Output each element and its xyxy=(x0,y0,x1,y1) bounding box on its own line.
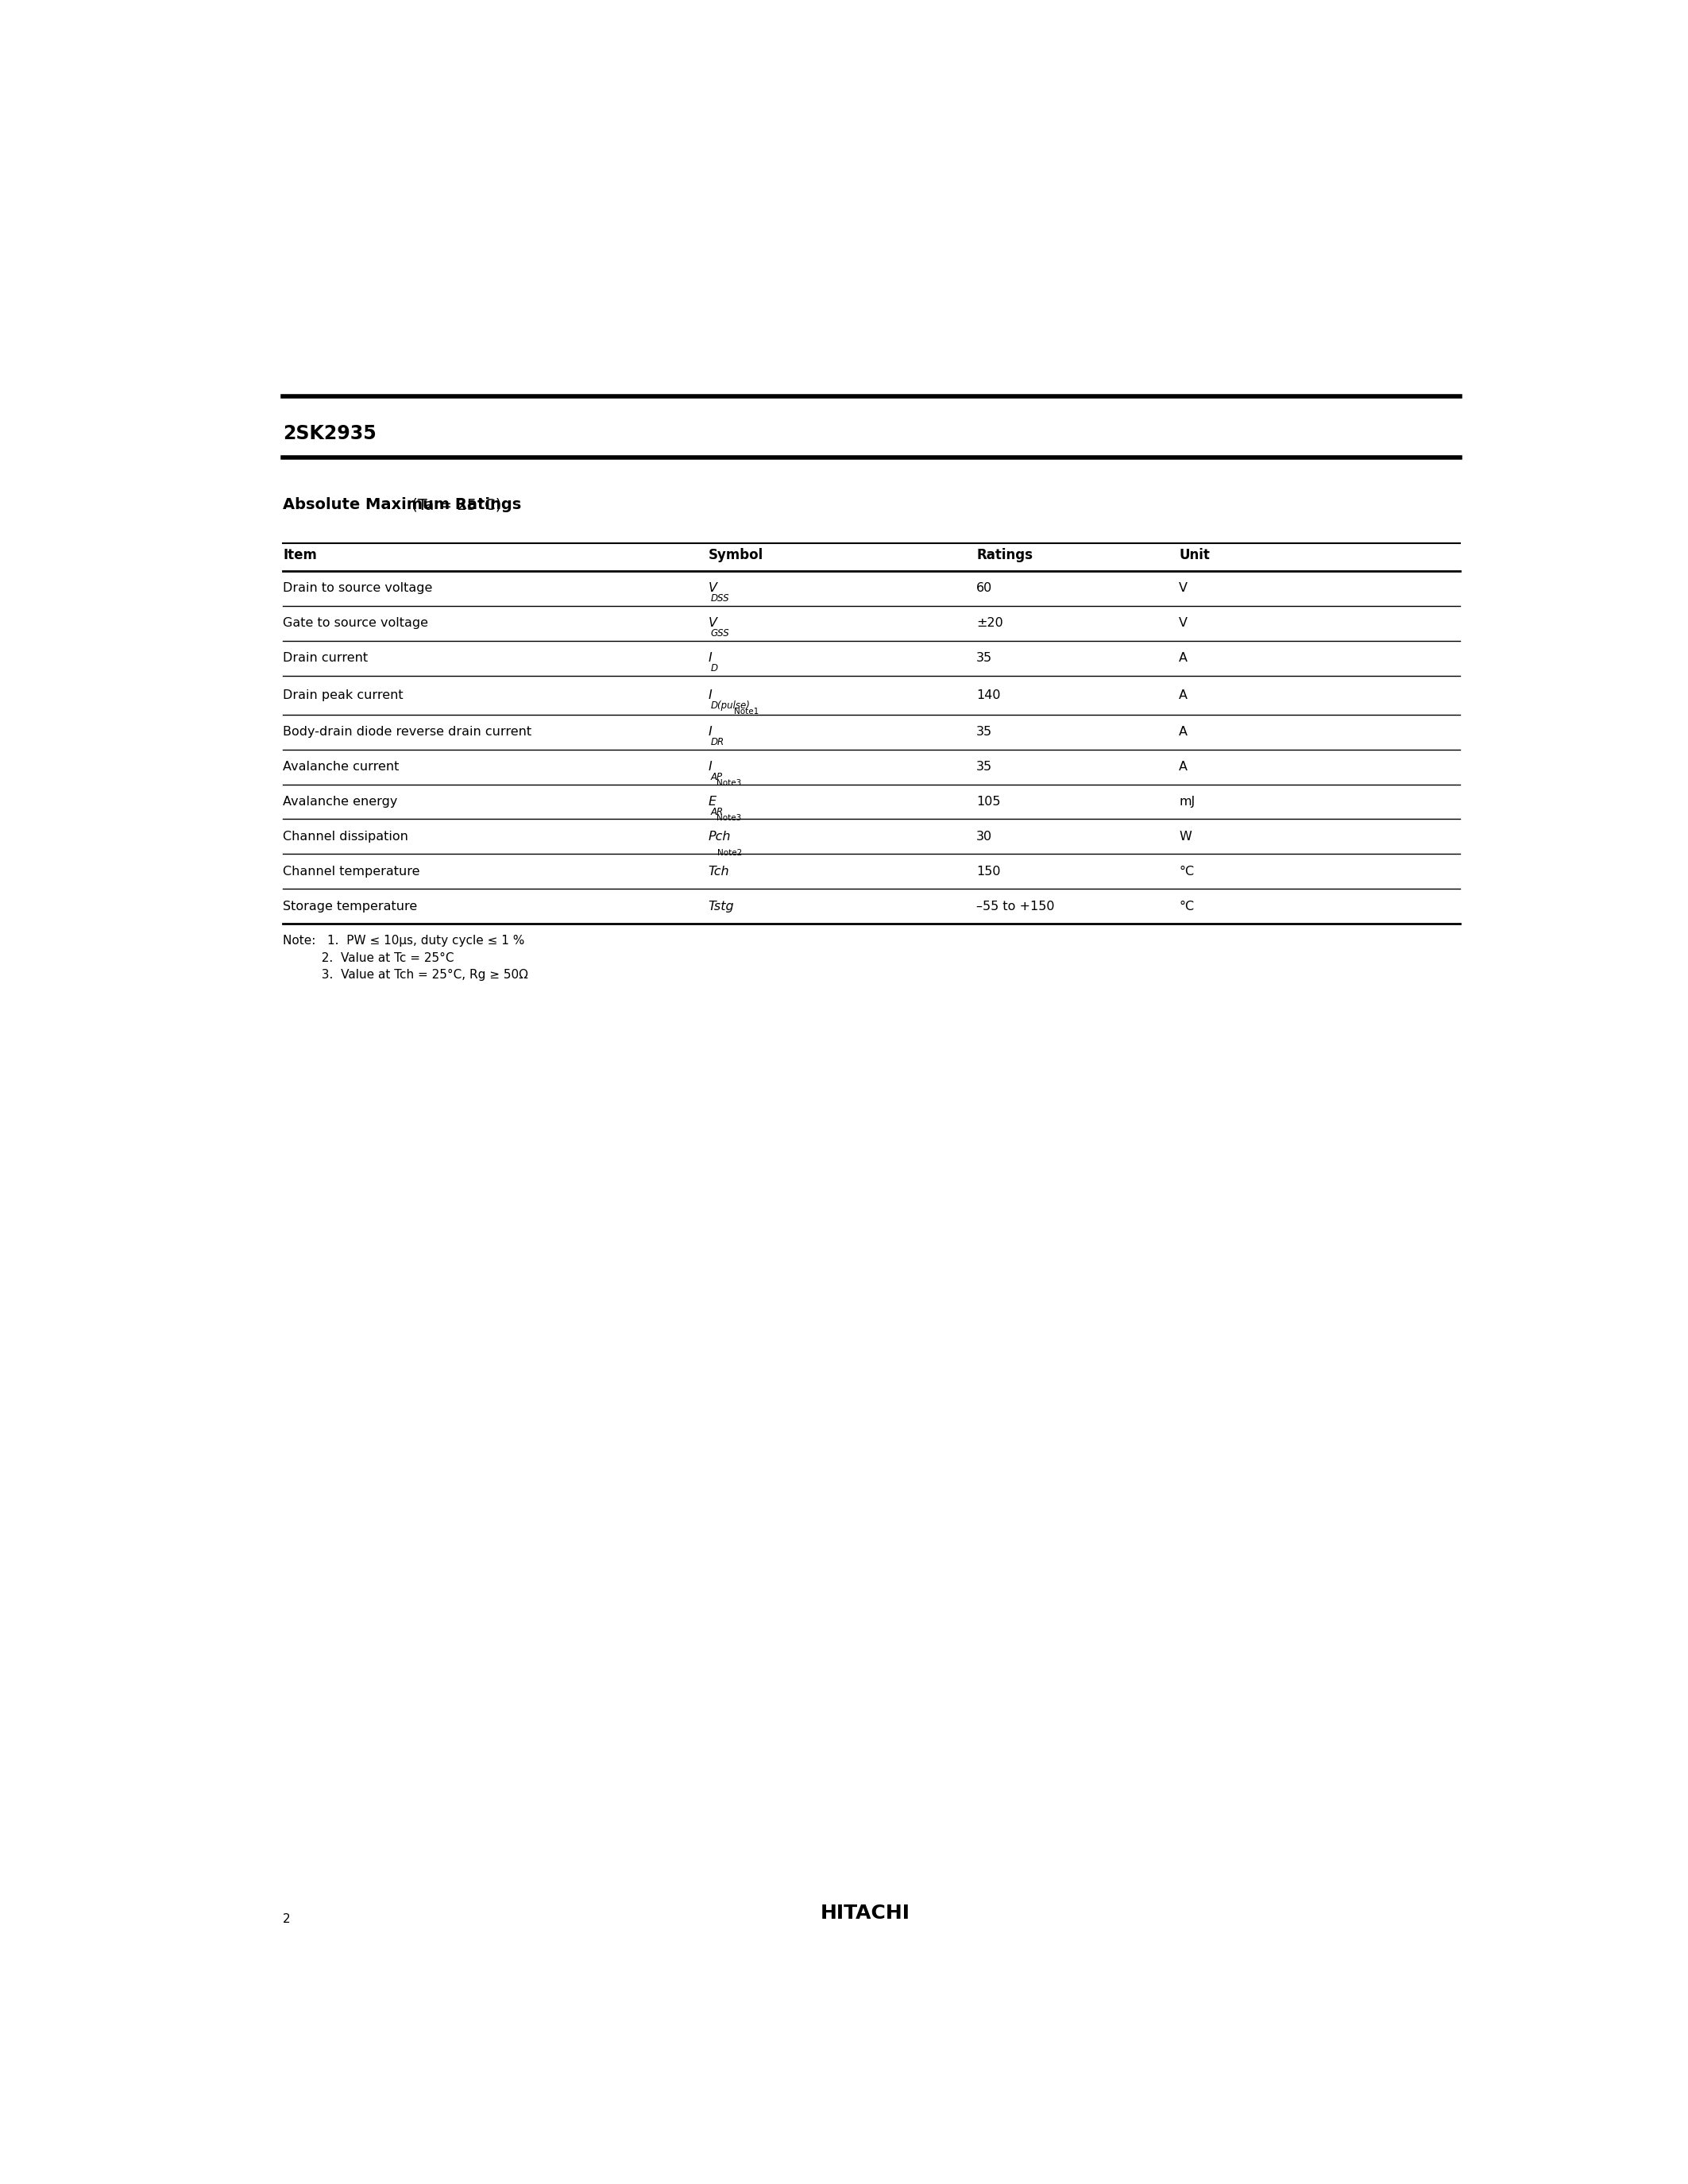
Text: Drain current: Drain current xyxy=(284,653,368,664)
Text: V: V xyxy=(1178,618,1188,629)
Text: V: V xyxy=(709,583,717,594)
Text: Note3: Note3 xyxy=(716,780,741,786)
Text: Drain to source voltage: Drain to source voltage xyxy=(284,583,432,594)
Text: Item: Item xyxy=(284,548,317,563)
Text: 30: 30 xyxy=(976,830,993,843)
Text: 2: 2 xyxy=(284,1913,290,1924)
Text: Tch: Tch xyxy=(709,865,729,878)
Text: Pch: Pch xyxy=(709,830,731,843)
Text: I: I xyxy=(709,760,712,773)
Text: HITACHI: HITACHI xyxy=(820,1904,910,1924)
Text: D: D xyxy=(711,664,717,673)
Text: Drain peak current: Drain peak current xyxy=(284,690,403,701)
Text: 105: 105 xyxy=(976,795,1001,808)
Text: Absolute Maximum Ratings: Absolute Maximum Ratings xyxy=(284,498,522,513)
Text: DSS: DSS xyxy=(711,594,729,603)
Text: 150: 150 xyxy=(976,865,1001,878)
Text: Channel dissipation: Channel dissipation xyxy=(284,830,408,843)
Text: Unit: Unit xyxy=(1178,548,1210,563)
Text: A: A xyxy=(1178,725,1188,738)
Text: ±20: ±20 xyxy=(976,618,1003,629)
Text: 2SK2935: 2SK2935 xyxy=(284,424,376,443)
Text: E: E xyxy=(709,795,716,808)
Text: 60: 60 xyxy=(976,583,993,594)
Text: Note1: Note1 xyxy=(734,708,758,714)
Text: DR: DR xyxy=(711,736,724,747)
Text: Note2: Note2 xyxy=(717,850,743,856)
Text: AP: AP xyxy=(711,771,722,782)
Text: Ratings: Ratings xyxy=(976,548,1033,563)
Text: A: A xyxy=(1178,653,1188,664)
Text: I: I xyxy=(709,653,712,664)
Text: I: I xyxy=(709,690,712,701)
Text: 35: 35 xyxy=(976,653,993,664)
Text: Gate to source voltage: Gate to source voltage xyxy=(284,618,429,629)
Text: °C: °C xyxy=(1178,900,1195,913)
Text: Channel temperature: Channel temperature xyxy=(284,865,420,878)
Text: Note3: Note3 xyxy=(716,815,741,821)
Text: W: W xyxy=(1178,830,1192,843)
Text: Symbol: Symbol xyxy=(709,548,763,563)
Text: °C: °C xyxy=(1178,865,1195,878)
Text: Body-drain diode reverse drain current: Body-drain diode reverse drain current xyxy=(284,725,532,738)
Text: D(pulse): D(pulse) xyxy=(711,701,751,710)
Text: Avalanche energy: Avalanche energy xyxy=(284,795,398,808)
Text: –55 to +150: –55 to +150 xyxy=(976,900,1055,913)
Text: V: V xyxy=(709,618,717,629)
Text: I: I xyxy=(709,725,712,738)
Text: 35: 35 xyxy=(976,760,993,773)
Text: 2.  Value at Tc = 25°C: 2. Value at Tc = 25°C xyxy=(284,952,454,963)
Text: Avalanche current: Avalanche current xyxy=(284,760,400,773)
Text: 35: 35 xyxy=(976,725,993,738)
Text: Note:   1.  PW ≤ 10μs, duty cycle ≤ 1 %: Note: 1. PW ≤ 10μs, duty cycle ≤ 1 % xyxy=(284,935,525,946)
Text: (Ta = 25°C): (Ta = 25°C) xyxy=(407,498,501,513)
Text: 3.  Value at Tch = 25°C, Rg ≥ 50Ω: 3. Value at Tch = 25°C, Rg ≥ 50Ω xyxy=(284,970,528,981)
Text: mJ: mJ xyxy=(1178,795,1195,808)
Text: 140: 140 xyxy=(976,690,1001,701)
Text: Tstg: Tstg xyxy=(709,900,734,913)
Text: GSS: GSS xyxy=(711,629,729,638)
Text: AR: AR xyxy=(711,806,724,817)
Text: A: A xyxy=(1178,760,1188,773)
Text: Storage temperature: Storage temperature xyxy=(284,900,417,913)
Text: V: V xyxy=(1178,583,1188,594)
Text: A: A xyxy=(1178,690,1188,701)
